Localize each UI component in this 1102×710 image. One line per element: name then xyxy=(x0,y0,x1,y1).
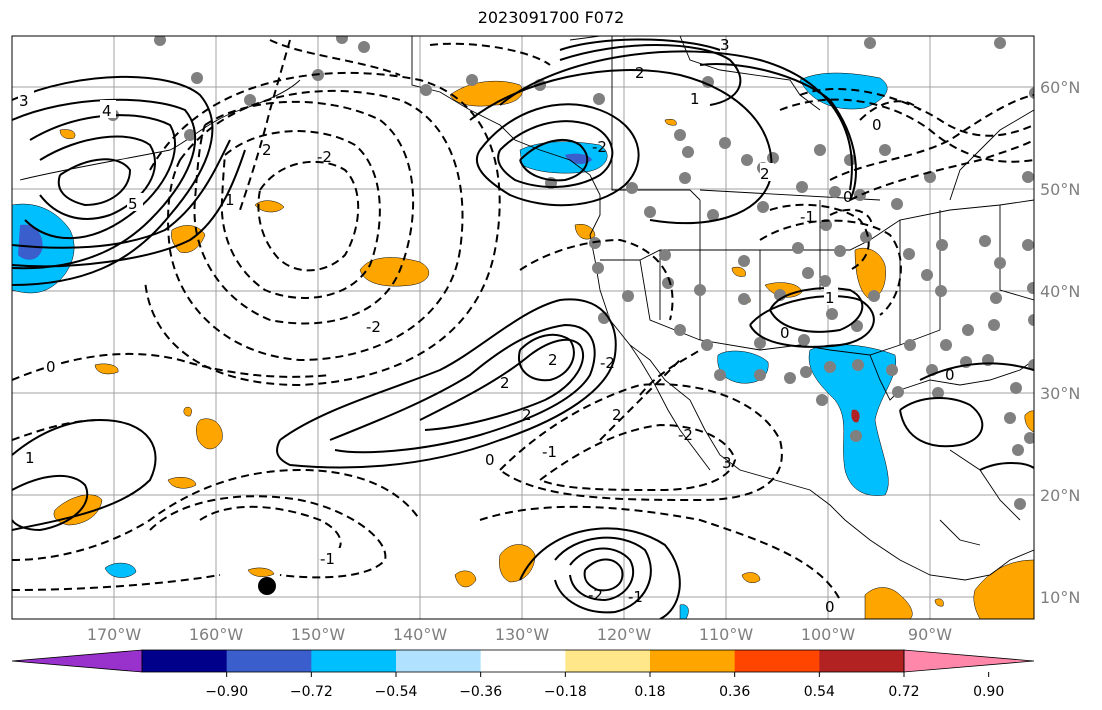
colorbar-tick-label: −0.90 xyxy=(205,684,248,700)
colorbar-tick-label: 0.36 xyxy=(719,684,750,700)
contour-label-3c: 3 xyxy=(722,454,732,472)
contour-label-0e: 0 xyxy=(780,324,790,342)
colorbar-segment xyxy=(142,650,228,672)
contour-label-2f: 2 xyxy=(760,165,770,183)
lat-label-50: 50°N xyxy=(1040,180,1080,199)
contour-label-0f: 0 xyxy=(843,188,853,206)
contour-label-1c: 1 xyxy=(825,289,835,307)
colorbar-segment xyxy=(734,650,820,672)
lon-label-100w: 100°W xyxy=(801,625,856,644)
positive-contours xyxy=(12,38,1034,619)
contour-label-0g: 0 xyxy=(945,366,955,384)
contour-label-2e: 2 xyxy=(522,406,532,424)
contour-label-0c: 0 xyxy=(485,451,495,469)
colorbar-tick-label: −0.72 xyxy=(290,684,333,700)
contour-label-3b: 3 xyxy=(720,36,730,54)
map-title: 2023091700 F072 xyxy=(477,8,625,27)
contour-label-neg3: -2 xyxy=(317,148,332,166)
lon-label-140w: 140°W xyxy=(393,625,448,644)
black-marker xyxy=(258,577,276,595)
colorbar-segment xyxy=(311,650,397,672)
colorbar-tick-label: −0.54 xyxy=(375,684,418,700)
longitude-labels: 170°W 160°W 150°W 140°W 130°W 120°W 110°… xyxy=(87,625,952,644)
contour-label-0d: 0 xyxy=(825,598,835,616)
contour-label-0a: 0 xyxy=(872,116,882,134)
lon-label-150w: 150°W xyxy=(291,625,346,644)
station-markers xyxy=(107,36,1034,510)
contour-label-neg1d: -1 xyxy=(628,588,643,606)
contour-label-0b: 0 xyxy=(46,358,56,376)
contour-labels: 3 4 5 2 1 -2 2 3 0 -2 0 2 2 -2 0 -1 1 2 … xyxy=(18,36,955,616)
contour-label-neg2d: -2 xyxy=(592,138,607,156)
colorbar-segment xyxy=(396,650,482,672)
contour-label-1a: 1 xyxy=(225,191,235,209)
contour-label-2a: 2 xyxy=(262,141,272,159)
colorbar-outline xyxy=(141,649,905,673)
latitude-labels: 60°N 50°N 40°N 30°N 20°N 10°N xyxy=(1040,78,1080,607)
contour-label-neg2e: -2 xyxy=(600,354,615,372)
lon-label-110w: 110°W xyxy=(699,625,754,644)
lon-label-130w: 130°W xyxy=(495,625,550,644)
colorbar-segment xyxy=(650,650,736,672)
lat-label-60: 60°N xyxy=(1040,78,1080,97)
contour-label-neg2c: -2 xyxy=(588,586,603,604)
contour-label-2c: 2 xyxy=(548,351,558,369)
colorbar-extend-low xyxy=(11,649,143,673)
colorbar-tick-label: 0.72 xyxy=(888,684,919,700)
contour-label-3: 3 xyxy=(19,92,29,110)
lon-label-90w: 90°W xyxy=(908,625,952,644)
contour-label-2d: 2 xyxy=(500,374,510,392)
contour-label-5: 5 xyxy=(128,195,138,213)
colorbar-segment xyxy=(480,650,566,672)
colorbar-extend-high xyxy=(903,649,1035,673)
colorbar-segment xyxy=(565,650,651,672)
lat-label-40: 40°N xyxy=(1040,282,1080,301)
contour-label-neg1a: -1 xyxy=(320,550,335,568)
map-frame xyxy=(11,35,1035,620)
contour-label-2b: 2 xyxy=(635,64,645,82)
colorbar-tick-label: 0.18 xyxy=(634,684,665,700)
lat-label-10: 10°N xyxy=(1040,588,1080,607)
contour-label-4: 4 xyxy=(102,102,112,120)
contour-label-neg2a: -2 xyxy=(366,318,381,336)
colorbar-ticks: −0.90 −0.72 −0.54 −0.36 −0.18 0.18 0.36 0.54 0.7… xyxy=(205,672,1004,700)
contour-label-neg2b: -2 xyxy=(678,426,693,444)
lat-label-30: 30°N xyxy=(1040,384,1080,403)
colorbar-segment xyxy=(819,650,905,672)
contour-label-neg1b: -1 xyxy=(542,443,557,461)
contour-label-neg1c: -1 xyxy=(800,208,815,226)
colorbar-segments xyxy=(142,650,905,672)
contour-label-1b: 1 xyxy=(25,449,35,467)
colorbar-tick-label: 0.54 xyxy=(804,684,835,700)
lon-label-120w: 120°W xyxy=(597,625,652,644)
lat-label-20: 20°N xyxy=(1040,486,1080,505)
lon-label-160w: 160°W xyxy=(189,625,244,644)
colorbar-segment xyxy=(226,650,312,672)
negative-contours xyxy=(12,39,1034,601)
colorbar-tick-label: −0.36 xyxy=(459,684,502,700)
lon-label-170w: 170°W xyxy=(87,625,142,644)
colorbar-tick-label: −0.18 xyxy=(544,684,587,700)
contour-label-1d: 1 xyxy=(690,90,700,108)
contour-label-2g: 2 xyxy=(612,406,622,424)
colorbar-tick-label: 0.90 xyxy=(973,684,1004,700)
colorbar: −0.90 −0.72 −0.54 −0.36 −0.18 0.18 0.36 0.54 0.7… xyxy=(11,649,1035,700)
